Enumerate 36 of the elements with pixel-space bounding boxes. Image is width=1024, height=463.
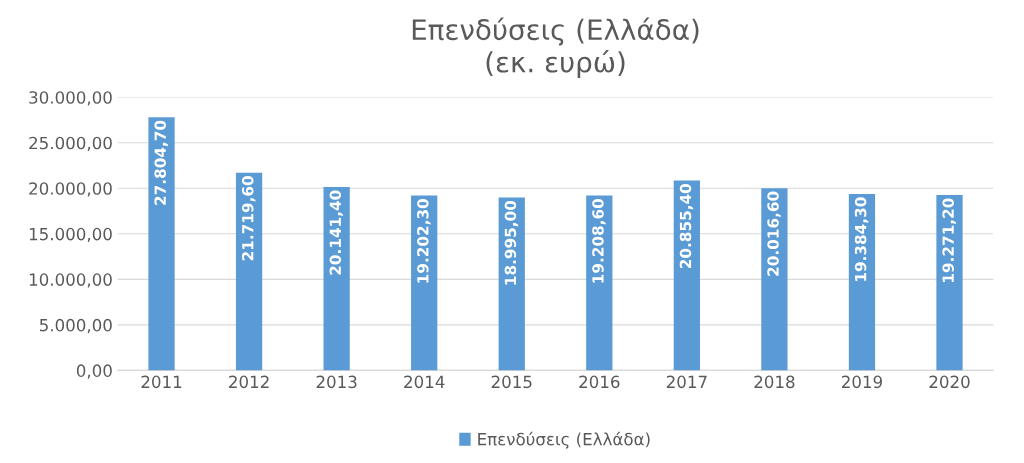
y-tick-label: 10.000,00 bbox=[29, 273, 112, 288]
bar bbox=[235, 172, 263, 371]
y-tick-label: 5.000,00 bbox=[39, 318, 112, 334]
data-label: 19.271,20 bbox=[942, 198, 956, 282]
chart-title: Επενδύσεις (Ελλάδα) (εκ. ευρώ) bbox=[412, 17, 699, 79]
data-label: 19.384,30 bbox=[854, 197, 869, 281]
x-tick-label: 2019 bbox=[841, 375, 882, 389]
x-tick-label: 2014 bbox=[404, 375, 445, 389]
data-label: 19.202,30 bbox=[417, 199, 431, 283]
data-label: 20.855,40 bbox=[679, 183, 694, 269]
x-tick-label: 2011 bbox=[141, 375, 182, 389]
data-label: 19.208,60 bbox=[592, 198, 606, 283]
bar bbox=[761, 188, 788, 371]
data-label: 27.804,70 bbox=[154, 120, 168, 205]
x-tick-label: 2018 bbox=[754, 375, 795, 389]
data-label: 21.719,60 bbox=[241, 176, 256, 261]
y-tick-label: 15.000,00 bbox=[29, 227, 112, 243]
y-tick-label: 30.000,00 bbox=[29, 91, 112, 106]
bar bbox=[148, 117, 175, 371]
bar bbox=[848, 193, 876, 371]
data-label: 20.016,60 bbox=[767, 191, 781, 276]
data-label: 20.141,40 bbox=[329, 190, 344, 275]
y-tick-label: 20.000,00 bbox=[29, 182, 112, 197]
x-tick-label: 2013 bbox=[316, 375, 357, 389]
bar bbox=[323, 187, 350, 371]
x-tick-label: 2016 bbox=[579, 375, 620, 389]
bar bbox=[936, 194, 963, 371]
y-tick-label: 25.000,00 bbox=[29, 136, 112, 152]
legend-label: Επενδύσεις (Ελλάδα) bbox=[478, 431, 650, 449]
x-tick-label: 2017 bbox=[666, 375, 707, 389]
x-tick-label: 2015 bbox=[491, 375, 532, 389]
bar bbox=[673, 180, 700, 371]
x-tick-label: 2020 bbox=[929, 375, 970, 389]
x-tick-label: 2012 bbox=[229, 375, 269, 389]
data-label: 18.995,00 bbox=[504, 200, 519, 285]
y-tick-label: 0,00 bbox=[76, 364, 112, 379]
